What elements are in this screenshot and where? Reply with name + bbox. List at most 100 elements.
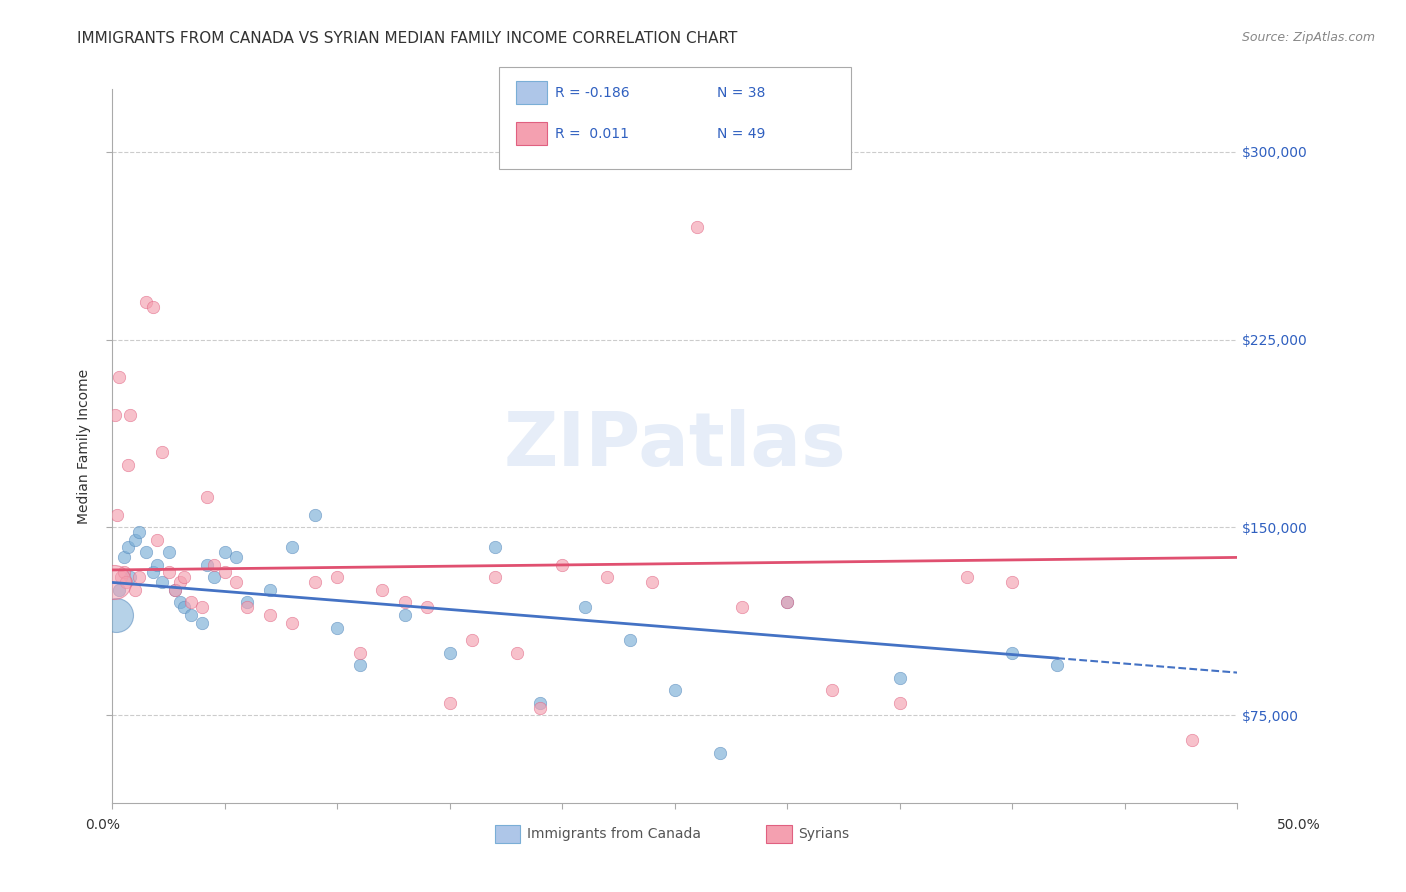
Point: [120, 570, 142, 584]
Point: [115, 575, 138, 590]
Point: [108, 370, 131, 384]
Point: [150, 445, 173, 459]
Point: [281, 541, 304, 555]
Point: [1001, 575, 1024, 590]
Point: [142, 566, 165, 580]
Point: [619, 633, 641, 648]
Point: [889, 696, 911, 710]
Point: [169, 575, 191, 590]
Point: [202, 570, 225, 584]
Point: [191, 615, 214, 630]
Point: [157, 545, 180, 559]
Text: N = 49: N = 49: [717, 127, 765, 141]
Point: [202, 558, 225, 572]
Point: [394, 595, 416, 609]
Point: [128, 570, 150, 584]
Point: [103, 575, 125, 590]
Point: [776, 595, 799, 609]
Point: [191, 600, 214, 615]
Point: [596, 570, 619, 584]
Point: [157, 566, 180, 580]
Text: IMMIGRANTS FROM CANADA VS SYRIAN MEDIAN FAMILY INCOME CORRELATION CHART: IMMIGRANTS FROM CANADA VS SYRIAN MEDIAN …: [77, 31, 738, 46]
Point: [326, 621, 349, 635]
Point: [439, 646, 461, 660]
Text: R = -0.186: R = -0.186: [555, 86, 630, 100]
Point: [225, 550, 247, 565]
Text: ZIPatlas: ZIPatlas: [503, 409, 846, 483]
Point: [195, 491, 218, 505]
Point: [104, 408, 127, 422]
Point: [142, 300, 165, 314]
Point: [371, 582, 394, 597]
Point: [214, 545, 236, 559]
Point: [146, 533, 169, 547]
Point: [225, 575, 247, 590]
Point: [108, 582, 131, 597]
Point: [169, 595, 191, 609]
Point: [439, 696, 461, 710]
Point: [349, 658, 371, 673]
Point: [551, 558, 574, 572]
Text: R =  0.011: R = 0.011: [555, 127, 630, 141]
Point: [124, 533, 146, 547]
Point: [120, 408, 142, 422]
Point: [821, 683, 844, 698]
Point: [304, 575, 326, 590]
Text: 50.0%: 50.0%: [1277, 818, 1322, 832]
Point: [461, 633, 484, 648]
Point: [506, 646, 529, 660]
Point: [135, 295, 157, 310]
Point: [128, 525, 150, 540]
Text: 0.0%: 0.0%: [86, 818, 120, 832]
Point: [150, 575, 173, 590]
Point: [180, 595, 202, 609]
Point: [529, 700, 551, 714]
Text: Source: ZipAtlas.com: Source: ZipAtlas.com: [1241, 31, 1375, 45]
Point: [146, 558, 169, 572]
Point: [165, 582, 187, 597]
Point: [889, 671, 911, 685]
Point: [105, 508, 128, 522]
Point: [236, 595, 259, 609]
Point: [1046, 658, 1069, 673]
Point: [180, 607, 202, 622]
Point: [1181, 733, 1204, 747]
Point: [236, 600, 259, 615]
Point: [641, 575, 664, 590]
Point: [394, 607, 416, 622]
Point: [776, 595, 799, 609]
Point: [304, 508, 326, 522]
Point: [326, 570, 349, 584]
Point: [484, 570, 506, 584]
Point: [664, 683, 686, 698]
Point: [281, 615, 304, 630]
Text: Immigrants from Canada: Immigrants from Canada: [527, 827, 702, 841]
Point: [195, 558, 218, 572]
Point: [529, 696, 551, 710]
Point: [349, 646, 371, 660]
Y-axis label: Median Family Income: Median Family Income: [77, 368, 91, 524]
Point: [686, 219, 709, 234]
Point: [124, 582, 146, 597]
Point: [110, 570, 132, 584]
Point: [104, 607, 127, 622]
Text: N = 38: N = 38: [717, 86, 765, 100]
Point: [259, 607, 281, 622]
Point: [416, 600, 439, 615]
Point: [956, 570, 979, 584]
Point: [117, 541, 139, 555]
Point: [574, 600, 596, 615]
Point: [173, 570, 195, 584]
Point: [112, 550, 135, 565]
Point: [117, 458, 139, 472]
Point: [259, 582, 281, 597]
Point: [731, 600, 754, 615]
Point: [484, 541, 506, 555]
Point: [112, 566, 135, 580]
Point: [1001, 646, 1024, 660]
Point: [173, 600, 195, 615]
Point: [214, 566, 236, 580]
Point: [165, 582, 187, 597]
Text: Syrians: Syrians: [799, 827, 849, 841]
Point: [135, 545, 157, 559]
